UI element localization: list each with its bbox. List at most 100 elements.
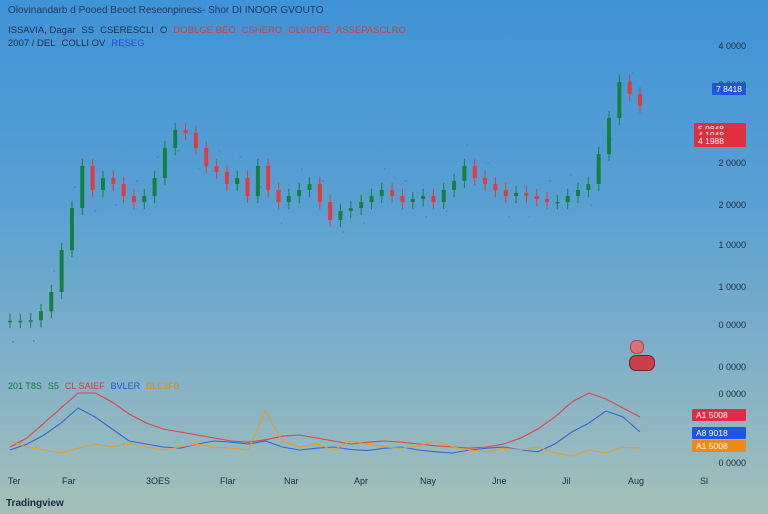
candle-body bbox=[627, 82, 632, 94]
osc_legend-item: BLE3FB bbox=[146, 381, 180, 391]
osc_legend-item: BVLER bbox=[110, 381, 141, 391]
candle-body bbox=[183, 130, 188, 133]
candle-body bbox=[410, 199, 415, 202]
oscillator-badge: A1 5008 bbox=[692, 440, 746, 452]
oscillator-line-red bbox=[9, 392, 641, 449]
alert-marker-icon[interactable] bbox=[630, 340, 644, 354]
price-axis-label: 0 0000 bbox=[718, 320, 746, 330]
candle-body bbox=[131, 196, 136, 202]
candle-body bbox=[276, 190, 281, 202]
candle-body bbox=[379, 190, 384, 196]
price-badge: 4 1988 bbox=[694, 135, 746, 147]
candle-body bbox=[142, 196, 147, 202]
symbol-info-row: ISSAVIA, Dagar SS CSERESCLI O DOBLGE BEO CSHE… bbox=[8, 25, 412, 36]
sar-dot bbox=[136, 180, 138, 182]
candle-body bbox=[8, 320, 12, 323]
time-axis-label: Sl bbox=[700, 476, 709, 486]
sar-dot bbox=[321, 180, 324, 182]
candle-body bbox=[121, 184, 126, 196]
time-axis-label: Jne bbox=[492, 476, 507, 486]
time-axis-label: Far bbox=[62, 476, 76, 486]
candle-body bbox=[441, 190, 446, 202]
time-axis-label: 3OES bbox=[146, 476, 171, 486]
time-axis-label: Nar bbox=[284, 476, 299, 486]
candle-body bbox=[297, 190, 302, 196]
candle-body bbox=[472, 166, 477, 178]
indicator-info-row: 2007 / DEL COLLI OV RESEG bbox=[8, 38, 151, 49]
sar-dot bbox=[280, 222, 283, 224]
candle-body bbox=[204, 148, 209, 166]
sar-dot bbox=[301, 168, 304, 170]
header.line3-item: 2007 / DEL bbox=[8, 38, 56, 49]
osc_legend-item: CL SAIEF bbox=[64, 381, 105, 391]
sar-dot bbox=[74, 186, 76, 188]
sar-dot bbox=[507, 216, 510, 218]
header.line2-item: CSHERO bbox=[241, 25, 283, 36]
sar-dot bbox=[259, 186, 262, 188]
candle-body bbox=[28, 320, 33, 322]
sar-dot bbox=[12, 340, 14, 343]
candle-body bbox=[255, 166, 260, 196]
sar-dot bbox=[445, 210, 448, 212]
sar-dot bbox=[466, 144, 469, 146]
candle-body bbox=[348, 208, 353, 211]
sar-dot bbox=[404, 180, 407, 182]
header.line2-item: DOBLGE BEO bbox=[173, 25, 236, 36]
sar-dot bbox=[528, 216, 531, 218]
candle-body bbox=[514, 193, 519, 196]
candle-body bbox=[369, 196, 374, 202]
candle-body bbox=[638, 94, 642, 106]
candle-body bbox=[49, 292, 54, 312]
sar-dot bbox=[177, 150, 180, 152]
candle-body bbox=[152, 178, 157, 196]
sar-dot bbox=[94, 210, 97, 212]
candle-body bbox=[328, 202, 333, 220]
flag-icon[interactable] bbox=[629, 355, 655, 371]
candle-body bbox=[586, 184, 591, 190]
sar-dot bbox=[32, 340, 35, 343]
candle-body bbox=[390, 190, 395, 196]
header.line2-item: OLVIORE bbox=[288, 25, 330, 36]
sar-dot bbox=[383, 168, 386, 170]
header.line3-item: RESEG bbox=[111, 38, 145, 49]
price-axis-label: 0 0000 bbox=[718, 362, 746, 372]
oscillator-legend: 201 T8S S5 CL SAIEF BVLER BLE3FB bbox=[8, 381, 186, 391]
sar-dot bbox=[590, 204, 593, 206]
candle-body bbox=[534, 196, 539, 199]
candle-body bbox=[100, 178, 105, 190]
candle-body bbox=[111, 178, 116, 184]
oscillator-line-orange bbox=[9, 409, 641, 457]
price-axis-label: 2 0000 bbox=[718, 158, 746, 168]
candle-body bbox=[421, 196, 426, 199]
sar-dot bbox=[239, 156, 242, 158]
candle-body bbox=[452, 181, 457, 190]
candle-body bbox=[400, 196, 405, 202]
tradingview-watermark: Tradingview bbox=[6, 498, 64, 509]
sar-dot bbox=[631, 72, 634, 74]
chart-title: Olovinandarb d Pooed Beoct Reseonpiness-… bbox=[8, 5, 324, 16]
header.line2-item: ISSAVIA, Dagar bbox=[8, 25, 76, 36]
price-badge: 7 8418 bbox=[712, 83, 746, 95]
osc_legend-item: S5 bbox=[47, 381, 59, 391]
header.line2-item: SS bbox=[81, 25, 95, 36]
time-axis-label: Flar bbox=[220, 476, 236, 486]
candle-body bbox=[359, 202, 364, 208]
header.line3-item: COLLI OV bbox=[61, 38, 106, 49]
candle-body bbox=[90, 166, 95, 190]
osc_legend-item: 201 T8S bbox=[8, 381, 42, 391]
candle-body bbox=[565, 196, 570, 202]
candle-body bbox=[235, 178, 240, 184]
candle-body bbox=[266, 166, 271, 190]
sar-dot bbox=[611, 138, 613, 140]
header.line2-item: O bbox=[159, 25, 168, 36]
candle-body bbox=[545, 199, 550, 202]
oscillator-line-blue bbox=[9, 407, 641, 454]
sar-dot bbox=[363, 222, 366, 224]
price-axis-label: 4 0000 bbox=[718, 41, 746, 51]
candle-body bbox=[462, 166, 467, 181]
candle-body bbox=[596, 154, 601, 184]
time-axis-label: Aug bbox=[628, 476, 645, 486]
candle-body bbox=[431, 196, 436, 202]
oscillator-axis-label: 0 0000 bbox=[718, 458, 746, 468]
